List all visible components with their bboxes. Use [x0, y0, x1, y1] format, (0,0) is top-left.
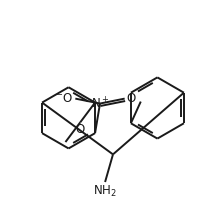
- Text: $^{-}$O: $^{-}$O: [55, 92, 73, 105]
- Text: O: O: [127, 92, 136, 105]
- Text: N$^+$: N$^+$: [91, 96, 109, 111]
- Text: NH$_2$: NH$_2$: [93, 184, 117, 199]
- Text: O: O: [76, 123, 85, 136]
